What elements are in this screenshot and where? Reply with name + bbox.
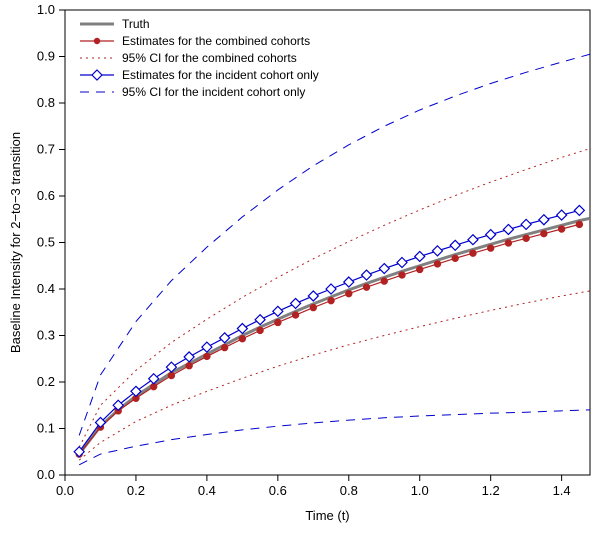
x-axis-label: Time (t) <box>305 508 349 523</box>
combined-est-marker <box>221 344 227 350</box>
incident-est-marker <box>326 284 336 294</box>
y-tick-label: 0.4 <box>37 281 55 296</box>
legend-label: Estimates for the combined cohorts <box>122 34 310 48</box>
incident-est-marker <box>450 240 460 250</box>
combined-est-marker <box>541 230 547 236</box>
combined-ci-upper <box>79 149 590 448</box>
incident-est-marker <box>397 257 407 267</box>
incident-est-marker <box>503 224 513 234</box>
incident-est-marker <box>574 205 584 215</box>
truth-line <box>79 218 590 454</box>
combined-est-line <box>79 224 579 454</box>
incident-est-marker <box>379 264 389 274</box>
incident-ci-lower <box>79 410 590 465</box>
combined-est-marker <box>239 336 245 342</box>
combined-est-marker <box>505 240 511 246</box>
combined-est-marker <box>399 272 405 278</box>
x-tick-label: 1.4 <box>553 483 571 498</box>
combined-est-marker <box>257 327 263 333</box>
legend: Truth Estimates for the combined cohorts 9… <box>80 17 319 99</box>
y-tick-label: 1.0 <box>37 2 55 17</box>
combined-est-marker <box>470 250 476 256</box>
incident-est-marker <box>237 324 247 334</box>
combined-est-marker <box>328 297 334 303</box>
y-tick-label: 0.2 <box>37 374 55 389</box>
combined-est-marker <box>310 304 316 310</box>
incident-est-marker <box>415 251 425 261</box>
line-chart: 0.0 0.2 0.4 0.6 0.8 1.0 1.2 1.4 0.0 0.1 0.2 0.3 0.4 0… <box>0 0 596 537</box>
combined-est-marker <box>363 284 369 290</box>
combined-est-marker <box>204 353 210 359</box>
legend-marker <box>92 70 102 80</box>
legend-label: 95% CI for the combined cohorts <box>122 51 297 65</box>
combined-est-marker <box>381 278 387 284</box>
combined-est-marker <box>487 245 493 251</box>
combined-est-marker <box>523 235 529 241</box>
chart-container: 0.0 0.2 0.4 0.6 0.8 1.0 1.2 1.4 0.0 0.1 0.2 0.3 0.4 0… <box>0 0 596 537</box>
x-tick-label: 0.0 <box>56 483 74 498</box>
legend-label: Estimates for the incident cohort only <box>122 68 319 82</box>
legend-marker <box>94 38 100 44</box>
x-tick-label: 0.4 <box>198 483 216 498</box>
combined-est-marker <box>452 255 458 261</box>
incident-est-marker <box>521 219 531 229</box>
x-tick-label: 0.2 <box>127 483 145 498</box>
y-tick-label: 0.1 <box>37 421 55 436</box>
legend-label: Truth <box>122 17 150 31</box>
incident-est-line <box>79 210 579 451</box>
combined-est-marker <box>417 266 423 272</box>
y-tick-label: 0.7 <box>37 142 55 157</box>
incident-est-marker <box>362 270 372 280</box>
y-tick-label: 0.6 <box>37 188 55 203</box>
combined-est-marker <box>186 363 192 369</box>
y-tick-label: 0.5 <box>37 235 55 250</box>
incident-est-marker <box>273 306 283 316</box>
y-axis-label: Baseline Intensity for 2−to−3 transition <box>8 132 23 353</box>
combined-est-marker <box>346 290 352 296</box>
y-tick-label: 0.9 <box>37 49 55 64</box>
y-tick-label: 0.0 <box>37 467 55 482</box>
combined-est-marker <box>292 312 298 318</box>
incident-est-marker <box>432 246 442 256</box>
y-tick-label: 0.3 <box>37 328 55 343</box>
x-tick-label: 0.6 <box>269 483 287 498</box>
combined-est-marker <box>275 319 281 325</box>
incident-est-marker <box>557 210 567 220</box>
combined-est-marker <box>576 221 582 227</box>
x-tick-label: 0.8 <box>340 483 358 498</box>
legend-label: 95% CI for the incident cohort only <box>122 85 305 99</box>
incident-est-marker <box>468 235 478 245</box>
combined-est-marker <box>558 226 564 232</box>
incident-est-marker <box>308 291 318 301</box>
incident-est-marker <box>344 277 354 287</box>
series-group <box>74 54 590 465</box>
y-tick-label: 0.8 <box>37 95 55 110</box>
incident-est-marker <box>291 298 301 308</box>
incident-est-marker <box>486 230 496 240</box>
incident-est-marker <box>255 315 265 325</box>
combined-est-marker <box>168 372 174 378</box>
incident-est-marker <box>539 215 549 225</box>
combined-est-marker <box>434 261 440 267</box>
x-tick-label: 1.0 <box>411 483 429 498</box>
x-tick-label: 1.2 <box>482 483 500 498</box>
